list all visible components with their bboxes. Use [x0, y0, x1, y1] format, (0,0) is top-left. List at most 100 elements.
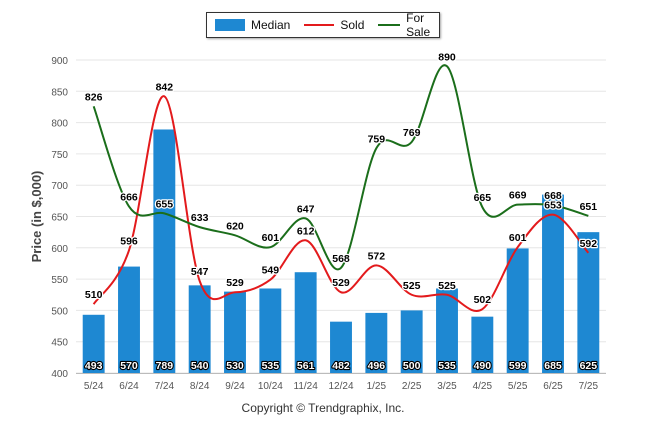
- data-label-for-sale: 668: [544, 190, 562, 202]
- data-label-for-sale: 759: [368, 133, 386, 145]
- bar-data-label: 535: [438, 360, 456, 372]
- bar-data-label: 789: [156, 360, 174, 372]
- legend: Median Sold For Sale: [206, 11, 440, 39]
- legend-swatch-median: [215, 19, 245, 31]
- bar: [400, 310, 423, 373]
- bar: [82, 314, 105, 373]
- x-tick-label: 11/24: [294, 381, 319, 392]
- bar: [471, 316, 494, 373]
- data-label-sold: 592: [580, 238, 598, 250]
- bar-data-label: 500: [403, 360, 421, 372]
- copyright-text: Copyright © Trendgraphix, Inc.: [241, 401, 405, 415]
- y-tick-label: 750: [51, 150, 68, 161]
- data-label-for-sale: 568: [332, 253, 350, 265]
- x-tick-label: 12/24: [328, 381, 353, 392]
- y-tick-label: 450: [51, 338, 68, 349]
- data-label-sold: 596: [120, 235, 138, 247]
- bar: [224, 291, 246, 373]
- data-label-sold: 601: [509, 232, 527, 244]
- bar-data-label: 625: [580, 360, 598, 372]
- bar: [118, 266, 140, 373]
- data-label-sold: 525: [438, 280, 456, 292]
- bar-data-label: 599: [509, 360, 527, 372]
- data-label-for-sale: 890: [438, 51, 456, 63]
- data-label-for-sale: 620: [226, 220, 244, 232]
- x-tick-label: 1/25: [367, 381, 387, 392]
- bar: [506, 248, 529, 373]
- data-label-sold: 547: [191, 266, 209, 278]
- x-tick-label: 7/24: [155, 381, 175, 392]
- bar-data-label: 493: [85, 360, 103, 372]
- bar: [365, 312, 388, 373]
- data-label-sold: 653: [544, 200, 562, 212]
- bar-data-label: 496: [368, 360, 386, 372]
- series-line-sold: [92, 95, 590, 312]
- bar: [294, 272, 317, 373]
- bar-data-label: 540: [191, 360, 209, 372]
- data-label-sold: 529: [332, 277, 350, 289]
- legend-item-median: Median: [215, 18, 290, 32]
- x-tick-label: 4/25: [473, 381, 493, 392]
- y-tick-label: 400: [51, 369, 68, 380]
- data-label-for-sale: 665: [474, 192, 492, 204]
- x-tick-label: 8/24: [190, 381, 210, 392]
- data-label-sold: 510: [85, 289, 103, 301]
- data-label-for-sale: 655: [156, 198, 174, 210]
- x-tick-label: 7/25: [579, 381, 599, 392]
- legend-label-for-sale: For Sale: [406, 11, 431, 39]
- data-label-sold: 572: [368, 250, 386, 262]
- y-tick-label: 500: [51, 306, 68, 317]
- bar: [153, 129, 176, 373]
- data-label-for-sale: 666: [120, 191, 138, 203]
- data-label-for-sale: 633: [191, 212, 209, 224]
- y-tick-label: 650: [51, 213, 68, 224]
- bar-data-label: 535: [262, 360, 280, 372]
- y-axis-title: Price (in $,000): [29, 171, 44, 263]
- bar: [436, 288, 458, 373]
- bar-data-label: 561: [297, 360, 315, 372]
- legend-label-sold: Sold: [340, 18, 365, 32]
- legend-item-for-sale: For Sale: [378, 11, 439, 39]
- bar: [188, 285, 211, 373]
- x-tick-label: 9/24: [225, 381, 245, 392]
- data-label-for-sale: 651: [580, 201, 598, 213]
- bar: [330, 321, 352, 373]
- bar: [542, 194, 564, 373]
- y-tick-label: 600: [51, 244, 68, 255]
- bar-data-label: 685: [544, 360, 562, 372]
- data-label-for-sale: 601: [262, 232, 280, 244]
- x-tick-label: 6/25: [543, 381, 563, 392]
- x-tick-label: 2/25: [402, 381, 422, 392]
- legend-swatch-sold: [304, 24, 335, 26]
- y-tick-label: 900: [51, 56, 68, 67]
- data-label-for-sale: 647: [297, 203, 315, 215]
- data-label-sold: 525: [403, 280, 421, 292]
- legend-swatch-for-sale: [378, 24, 401, 26]
- y-tick-label: 800: [51, 119, 68, 130]
- data-label-for-sale: 826: [85, 91, 103, 103]
- x-tick-label: 10/24: [258, 381, 283, 392]
- x-tick-label: 5/25: [508, 381, 528, 392]
- bar-data-label: 570: [120, 360, 138, 372]
- legend-item-sold: Sold: [304, 18, 364, 32]
- y-tick-label: 850: [51, 87, 68, 98]
- data-label-sold: 612: [297, 225, 315, 237]
- data-label-sold: 529: [226, 277, 244, 289]
- bar-data-label: 482: [332, 360, 350, 372]
- bar: [577, 232, 600, 373]
- y-tick-label: 550: [51, 275, 68, 286]
- x-tick-label: 3/25: [437, 381, 457, 392]
- x-tick-label: 6/24: [119, 381, 139, 392]
- data-label-sold: 842: [156, 81, 174, 93]
- data-label-for-sale: 669: [509, 190, 527, 202]
- x-tick-label: 5/24: [84, 381, 104, 392]
- bar-data-label: 490: [474, 360, 492, 372]
- legend-label-median: Median: [251, 18, 291, 32]
- y-tick-label: 700: [51, 181, 68, 192]
- data-label-sold: 502: [474, 294, 492, 306]
- series-line-for-sale: [92, 64, 589, 271]
- data-label-sold: 549: [262, 265, 280, 277]
- data-label-for-sale: 769: [403, 127, 421, 139]
